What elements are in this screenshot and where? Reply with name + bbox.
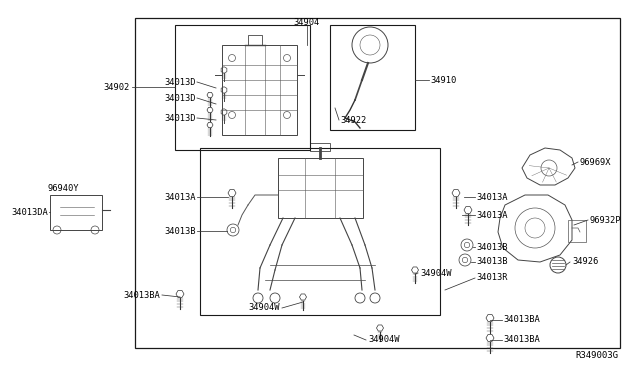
Bar: [222, 45, 297, 135]
Bar: [175, 25, 310, 150]
Bar: [50, 195, 102, 230]
Bar: [200, 148, 440, 315]
Text: 34013D: 34013D: [164, 93, 196, 103]
Text: 34013DA: 34013DA: [12, 208, 48, 217]
Text: 34013A: 34013A: [476, 192, 508, 202]
Text: 34013B: 34013B: [476, 243, 508, 251]
Text: 34904: 34904: [294, 17, 320, 26]
Bar: [330, 25, 415, 130]
Text: 34902: 34902: [104, 83, 130, 92]
Text: 96940Y: 96940Y: [47, 183, 79, 192]
Text: 34013BA: 34013BA: [503, 336, 540, 344]
Text: 34013D: 34013D: [164, 113, 196, 122]
Text: 34910: 34910: [430, 76, 456, 84]
Text: 34013BA: 34013BA: [124, 291, 160, 299]
Text: 34013B: 34013B: [476, 257, 508, 266]
Bar: [278, 158, 363, 218]
Text: R349003G: R349003G: [575, 350, 618, 359]
Text: 96932P: 96932P: [590, 215, 621, 224]
Text: 34904W: 34904W: [368, 336, 399, 344]
Text: 34013R: 34013R: [476, 273, 508, 282]
Bar: [248, 35, 262, 45]
Text: 34013BA: 34013BA: [503, 315, 540, 324]
Text: 34922: 34922: [340, 115, 366, 125]
Text: 34904W: 34904W: [420, 269, 451, 278]
Bar: [568, 220, 586, 242]
Text: 34013B: 34013B: [164, 227, 196, 235]
Text: 96969X: 96969X: [580, 157, 611, 167]
Text: 34013D: 34013D: [164, 77, 196, 87]
Text: 34926: 34926: [572, 257, 598, 266]
Text: 34904W: 34904W: [248, 304, 280, 312]
Text: 34013A: 34013A: [476, 211, 508, 219]
Text: 34013A: 34013A: [164, 192, 196, 202]
Bar: [135, 18, 620, 348]
Bar: [310, 143, 330, 151]
